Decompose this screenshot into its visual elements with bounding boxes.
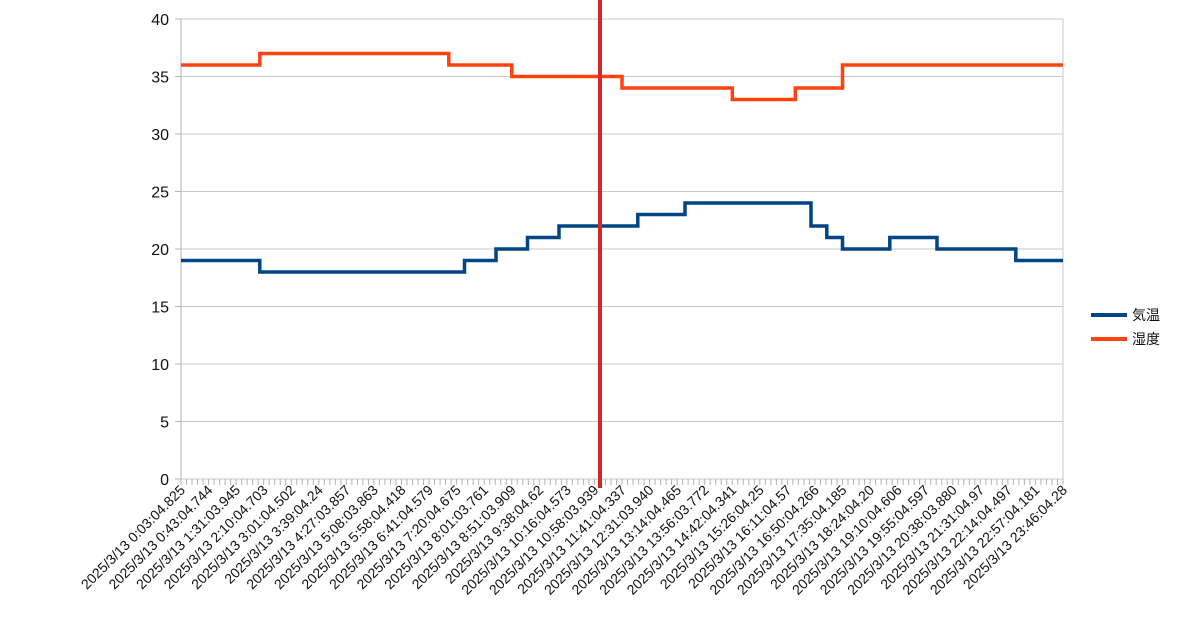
series-lines bbox=[181, 51, 1063, 274]
y-tick-label: 40 bbox=[151, 12, 169, 29]
x-axis-tick-marks bbox=[180, 479, 1064, 485]
series-line-1 bbox=[181, 51, 1063, 102]
legend-label: 気温 bbox=[1132, 308, 1160, 324]
legend-label: 湿度 bbox=[1132, 332, 1160, 348]
series-line-0 bbox=[181, 201, 1063, 274]
y-axis-tick-labels: 0 5 10 15 20 25 30 35 40 bbox=[151, 12, 181, 489]
y-tick-label: 20 bbox=[151, 242, 169, 259]
y-tick-label: 30 bbox=[151, 127, 169, 144]
y-tick-label: 15 bbox=[151, 300, 169, 317]
y-tick-label: 35 bbox=[151, 70, 169, 87]
y-tick-label: 10 bbox=[151, 357, 169, 374]
grid-lines bbox=[180, 18, 1064, 480]
y-tick-label: 25 bbox=[151, 185, 169, 202]
y-tick-label: 0 bbox=[160, 472, 169, 489]
y-tick-label: 5 bbox=[160, 415, 169, 432]
